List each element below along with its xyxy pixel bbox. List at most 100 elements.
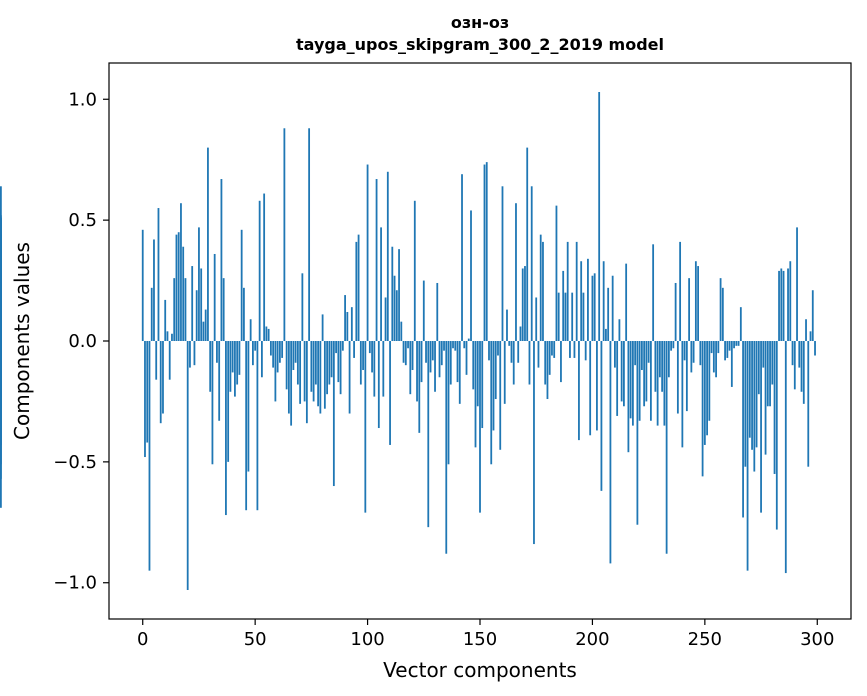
bar [319,341,322,414]
bar [371,341,373,373]
bar [209,341,212,392]
bar [607,287,610,341]
bar [292,341,295,371]
bar [755,341,758,448]
bar [384,297,387,341]
bar [272,341,275,368]
bar [216,341,218,363]
bar [602,261,605,341]
bar [773,341,776,474]
bar [721,287,724,341]
bar [0,217,2,341]
bar [474,341,477,448]
bar [373,341,376,397]
bar [285,341,288,390]
bar [521,268,524,341]
bar [726,341,729,358]
bar [598,92,601,341]
bar [171,333,173,341]
bar [667,341,670,378]
bar [456,341,459,383]
bar [769,341,771,407]
bar [470,210,472,341]
bar [658,341,661,378]
x-tick-label: 50 [244,629,267,650]
bar [546,341,549,400]
bar [465,341,468,375]
bar [566,241,569,341]
bar [793,341,796,390]
bar [303,341,306,402]
bar [506,309,508,341]
bar [809,331,812,341]
bar [422,280,425,341]
bar [364,341,367,513]
bar [238,341,241,375]
bar [332,341,335,487]
bar [440,341,443,366]
bar [296,341,299,385]
bar [483,164,486,341]
bar [153,239,155,341]
x-tick-label: 250 [688,629,722,650]
bar [643,341,646,407]
bar [764,341,767,455]
bar [751,341,753,450]
bar [269,341,272,356]
bar [416,341,418,402]
bar [443,341,445,351]
bar [436,282,439,341]
bar [312,341,315,402]
bar [533,341,535,545]
bar [625,263,628,341]
bar [323,341,326,409]
bar [587,258,589,341]
bar [234,341,236,397]
bar [645,341,648,402]
bar [168,341,171,380]
bar [670,341,673,351]
x-tick-label: 0 [137,629,148,650]
bar [368,341,371,354]
bar [515,203,517,341]
bar [703,341,706,445]
bar [685,341,688,412]
bar [348,341,351,414]
bar [218,341,221,421]
bar [409,341,412,395]
bar [321,314,324,341]
bar [631,341,634,426]
bar [814,341,816,356]
bar [526,147,529,341]
chart-title: озн-оз [451,13,509,32]
bar [395,290,398,341]
bar [359,341,362,385]
bar [492,341,495,431]
bar [575,241,578,341]
bar [308,128,311,341]
bar [445,341,448,554]
bar [452,341,454,349]
bar [305,341,308,424]
x-axis-label: Vector components [383,658,577,682]
bar [501,186,504,341]
bar [694,261,697,341]
bar [166,331,169,341]
bar [276,341,279,373]
bar [787,268,789,341]
bar [243,287,245,341]
bar [638,341,641,421]
bar [155,341,158,380]
bar [418,341,421,433]
bar [562,270,565,341]
bar [784,341,787,574]
bar [618,319,621,341]
bar [357,234,360,341]
bar [802,341,805,404]
bar [366,164,369,341]
x-tick-label: 300 [800,629,834,650]
bar [553,341,556,358]
bar [164,299,167,341]
bar [229,341,232,392]
bar [362,341,364,371]
